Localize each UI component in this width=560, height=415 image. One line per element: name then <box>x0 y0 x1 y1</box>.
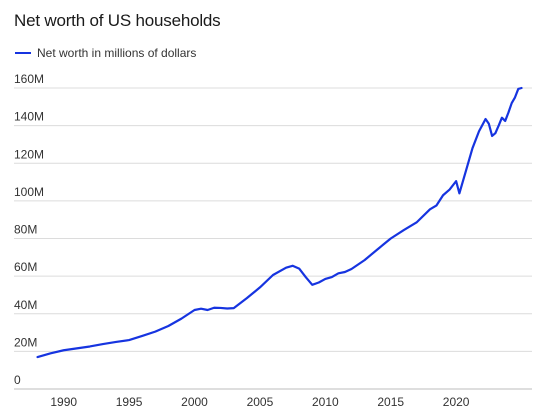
series <box>36 86 523 359</box>
x-tick-label: 1990 <box>50 395 77 409</box>
y-tick-label: 20M <box>14 335 37 349</box>
x-tick-label: 2020 <box>443 395 470 409</box>
y-tick-label: 160M <box>14 72 44 86</box>
grid <box>14 87 532 390</box>
x-tick-label: 2000 <box>181 395 208 409</box>
x-tick-label: 2005 <box>247 395 274 409</box>
y-tick-label: 40M <box>14 298 37 312</box>
x-axis-ticks: 1990 1995 2000 2005 2010 2015 2020 <box>50 395 469 409</box>
legend: Net worth in millions of dollars <box>15 46 196 60</box>
y-tick-label: 60M <box>14 260 37 274</box>
series-line <box>36 86 523 359</box>
x-tick-label: 2015 <box>377 395 404 409</box>
y-tick-label: 120M <box>14 147 44 161</box>
y-tick-label: 0 <box>14 373 21 387</box>
legend-swatch <box>15 52 31 54</box>
legend-label: Net worth in millions of dollars <box>37 46 197 60</box>
y-tick-label: 100M <box>14 185 44 199</box>
y-axis-ticks: 0 20M 40M 60M 80M 100M 120M 140M 160M <box>14 72 44 387</box>
x-tick-label: 1995 <box>116 395 143 409</box>
y-tick-label: 140M <box>14 110 44 124</box>
chart-title: Net worth of US households <box>14 11 221 30</box>
x-tick-label: 2010 <box>312 395 339 409</box>
y-tick-label: 80M <box>14 223 37 237</box>
